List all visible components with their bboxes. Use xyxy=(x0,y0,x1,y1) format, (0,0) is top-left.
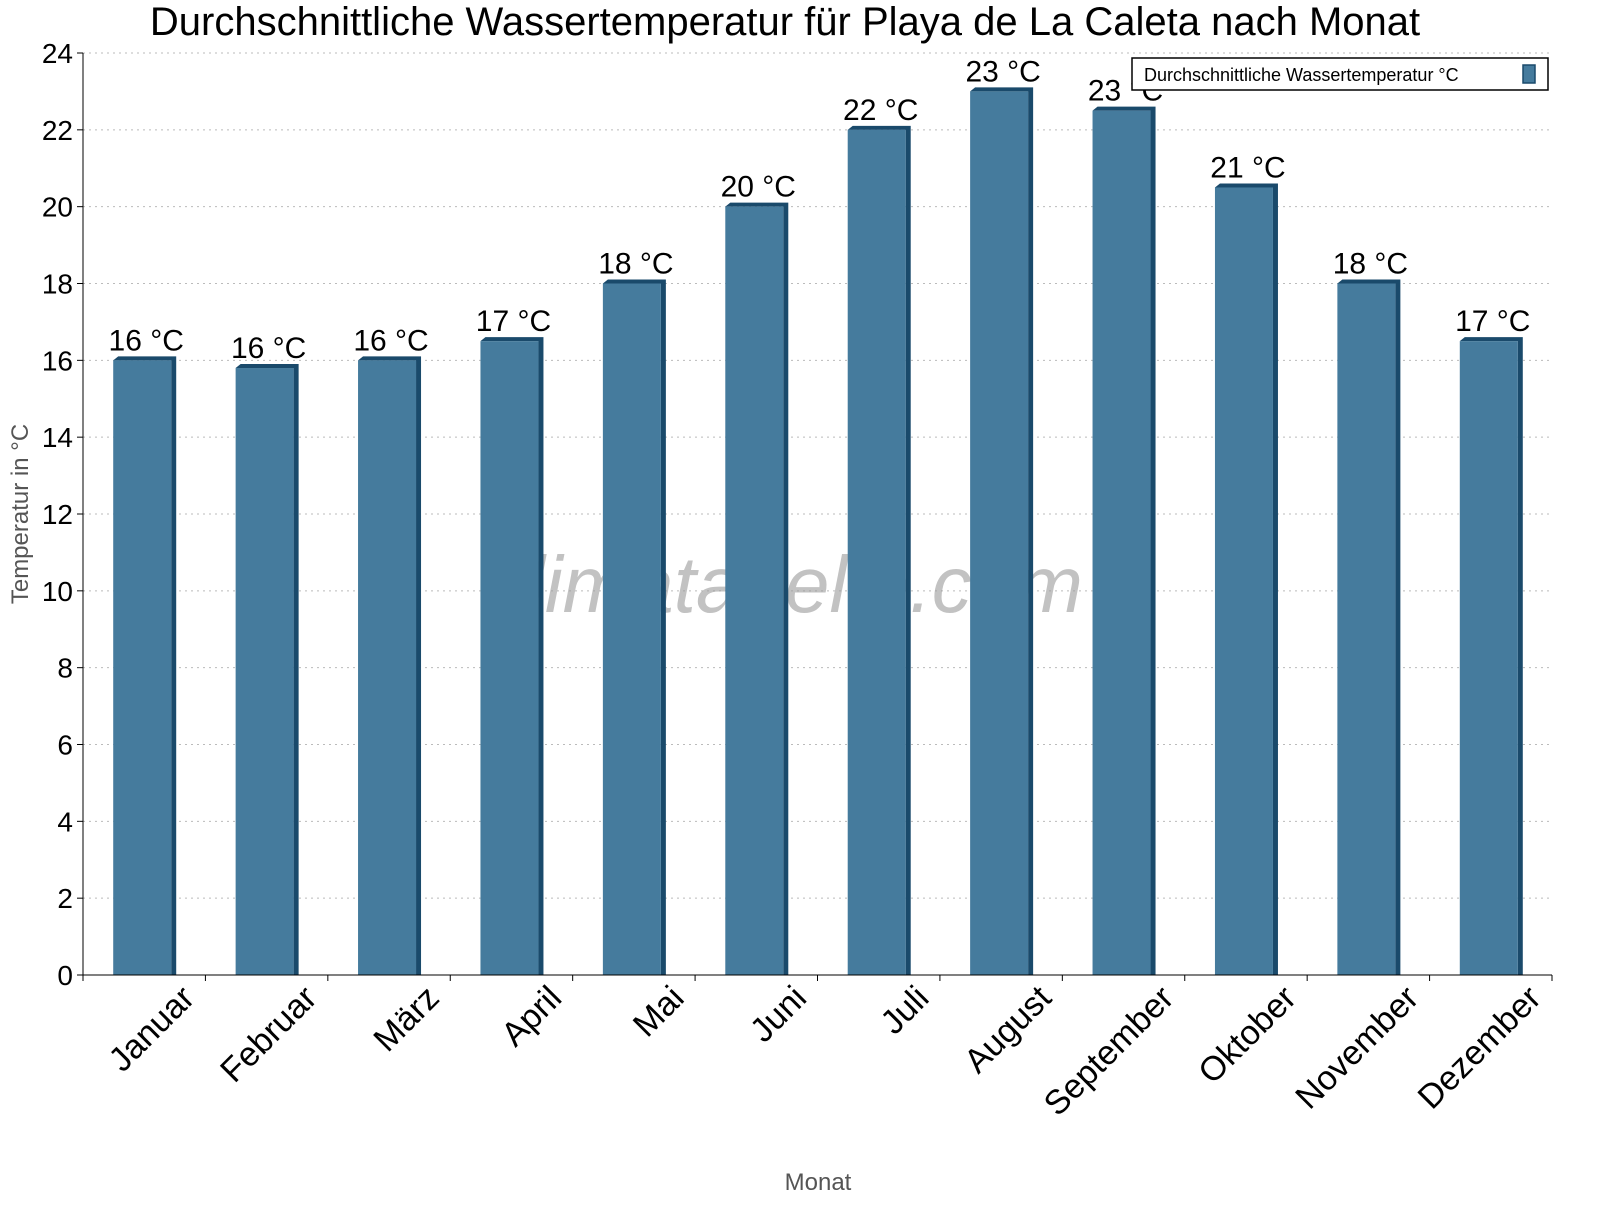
y-tick-label: 6 xyxy=(57,730,73,761)
bar-group: 21 °C xyxy=(1210,151,1286,976)
bar xyxy=(1337,283,1396,975)
y-axis-label: Temperatur in °C xyxy=(7,424,34,604)
data-label: 17 °C xyxy=(1455,305,1530,338)
y-tick-label: 0 xyxy=(57,960,73,991)
x-tick-label: März xyxy=(366,979,446,1059)
x-tick-label: September xyxy=(1037,979,1181,1123)
bar-group: 17 °C xyxy=(476,305,551,975)
bar-group: 16 °C xyxy=(353,324,429,975)
y-tick-label: 18 xyxy=(42,269,73,300)
bar-group: 18 °C xyxy=(1333,248,1408,975)
data-label: 16 °C xyxy=(353,324,428,357)
bar xyxy=(1092,110,1151,975)
data-label: 21 °C xyxy=(1210,151,1285,184)
y-tick-label: 10 xyxy=(42,576,73,607)
data-label: 18 °C xyxy=(598,248,673,281)
bar-group: 17 °C xyxy=(1455,305,1530,975)
bar-group: 16 °C xyxy=(231,332,306,975)
chart-title: Durchschnittliche Wassertemperatur für P… xyxy=(150,0,1420,44)
bar xyxy=(602,283,661,975)
data-label: 23 °C xyxy=(965,55,1040,88)
x-tick-label: November xyxy=(1288,979,1426,1117)
y-tick-label: 4 xyxy=(57,806,73,837)
y-tick-label: 12 xyxy=(42,499,73,530)
data-label: 16 °C xyxy=(231,332,306,365)
bar xyxy=(113,360,172,975)
bar xyxy=(970,91,1029,975)
x-tick-label: August xyxy=(957,978,1059,1080)
data-label: 20 °C xyxy=(721,171,796,204)
y-tick-label: 8 xyxy=(57,653,73,684)
x-tick-label: Mai xyxy=(626,979,692,1045)
y-tick-label: 22 xyxy=(42,115,73,146)
bar-group: 23 °C xyxy=(965,55,1041,975)
bar xyxy=(1214,187,1273,976)
bar xyxy=(725,206,784,975)
bar-group: 16 °C xyxy=(109,324,184,975)
data-label: 22 °C xyxy=(843,94,918,127)
bar xyxy=(480,341,539,975)
x-axis-label: Monat xyxy=(785,1169,852,1196)
bar xyxy=(1459,341,1518,975)
bar xyxy=(235,368,294,975)
bars: 16 °C 16 °C 16 °C 17 °C 18 °C 20 °C 22 °C 23 °C… xyxy=(109,55,1530,976)
y-tick-label: 24 xyxy=(42,38,73,69)
x-tick-label: April xyxy=(494,979,569,1054)
y-tick-label: 16 xyxy=(42,345,73,376)
bar-group: 23 °C xyxy=(1088,75,1163,975)
data-label: 16 °C xyxy=(109,324,184,357)
x-tick-label: Februar xyxy=(213,979,324,1090)
data-label: 17 °C xyxy=(476,305,551,338)
bar-group: 20 °C xyxy=(721,171,796,975)
bar-group: 18 °C xyxy=(598,248,674,975)
gridlines xyxy=(83,52,1552,899)
y-tick-label: 20 xyxy=(42,192,73,223)
x-tick-label: Januar xyxy=(101,979,201,1079)
bar xyxy=(358,360,417,975)
y-tick-label: 14 xyxy=(42,422,73,453)
x-tick-label: Dezember xyxy=(1411,979,1549,1117)
bar-group: 22 °C xyxy=(843,94,918,976)
x-tick-label: Juli xyxy=(873,979,936,1042)
x-tick-label: Juni xyxy=(743,979,814,1050)
legend-label: Durchschnittliche Wassertemperatur °C xyxy=(1144,65,1459,85)
x-tick-label: Oktober xyxy=(1191,979,1303,1091)
legend-swatch xyxy=(1522,64,1536,84)
y-tick-label: 2 xyxy=(57,883,73,914)
data-label: 18 °C xyxy=(1333,248,1408,281)
bar xyxy=(847,129,906,976)
legend: Durchschnittliche Wassertemperatur °C xyxy=(1131,57,1549,91)
